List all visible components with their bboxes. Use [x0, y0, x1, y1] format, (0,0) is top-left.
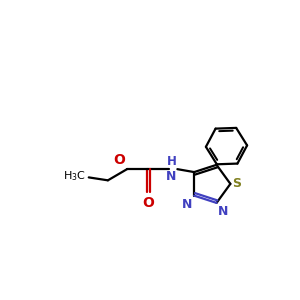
Text: O: O [142, 196, 154, 210]
Text: H$_3$C: H$_3$C [64, 169, 86, 183]
Text: H: H [167, 155, 176, 168]
Text: O: O [114, 153, 126, 167]
Text: S: S [232, 177, 241, 190]
Text: N: N [166, 170, 176, 183]
Text: N: N [218, 205, 228, 218]
Text: N: N [182, 198, 193, 211]
